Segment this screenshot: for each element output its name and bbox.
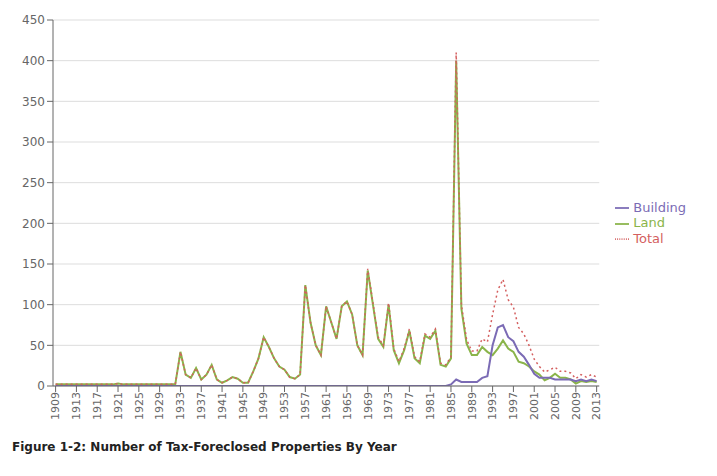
svg-text:1985: 1985 <box>445 392 458 420</box>
svg-text:1909: 1909 <box>49 392 62 420</box>
svg-text:1981: 1981 <box>424 392 437 420</box>
svg-text:0: 0 <box>37 379 45 393</box>
svg-text:1965: 1965 <box>341 392 354 420</box>
html-text:Land: Land <box>633 215 665 231</box>
svg-text:100: 100 <box>22 298 45 312</box>
svg-text:300: 300 <box>22 135 45 149</box>
svg-text:1977: 1977 <box>403 392 416 420</box>
svg-text:2013: 2013 <box>590 392 603 420</box>
svg-text:2009: 2009 <box>570 392 583 420</box>
svg-text:1953: 1953 <box>278 392 291 420</box>
svg-text:1933: 1933 <box>174 392 187 420</box>
svg-text:1945: 1945 <box>237 392 250 420</box>
svg-text:450: 450 <box>22 13 45 27</box>
svg-text:250: 250 <box>22 176 45 190</box>
svg-text:1973: 1973 <box>382 392 395 420</box>
svg-text:200: 200 <box>22 217 45 231</box>
svg-text:1989: 1989 <box>466 392 479 420</box>
svg-text:1937: 1937 <box>195 392 208 420</box>
svg-text:2005: 2005 <box>549 392 562 420</box>
svg-text:1993: 1993 <box>486 392 499 420</box>
svg-text:350: 350 <box>22 95 45 109</box>
svg-text:1913: 1913 <box>70 392 83 420</box>
html-text:Building: Building <box>633 199 686 215</box>
svg-text:400: 400 <box>22 54 45 68</box>
svg-text:50: 50 <box>30 339 45 353</box>
html-text:Total: Total <box>633 230 664 246</box>
svg-text:1929: 1929 <box>153 392 166 420</box>
svg-text:1957: 1957 <box>299 392 312 420</box>
svg-text:2001: 2001 <box>528 392 541 420</box>
svg-text:1941: 1941 <box>216 392 229 420</box>
svg-text:1949: 1949 <box>258 392 271 420</box>
svg-text:1961: 1961 <box>320 392 333 420</box>
html-text:Figure 1-2: Number of Tax-Fore: Figure 1-2: Number of Tax-Foreclosed Pro… <box>12 440 397 454</box>
svg-text:1925: 1925 <box>133 392 146 420</box>
svg-text:1917: 1917 <box>91 392 104 420</box>
svg-text:1921: 1921 <box>112 392 125 420</box>
svg-text:1997: 1997 <box>507 392 520 420</box>
svg-text:1969: 1969 <box>362 392 375 420</box>
svg-text:150: 150 <box>22 257 45 271</box>
